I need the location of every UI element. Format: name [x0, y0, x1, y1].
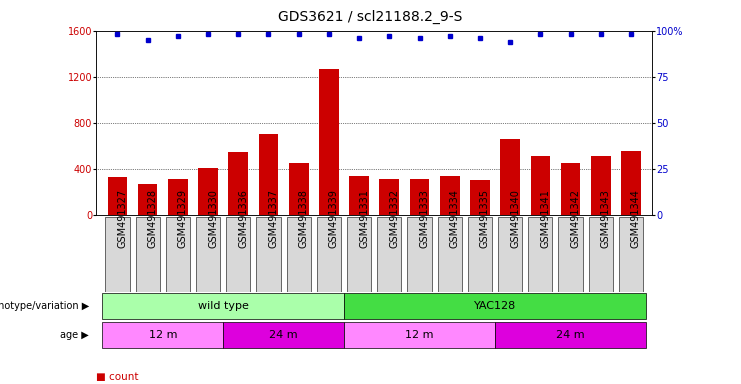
- Text: GSM491327: GSM491327: [118, 189, 127, 248]
- Text: GSM491333: GSM491333: [419, 189, 430, 248]
- Bar: [138, 184, 158, 215]
- Bar: [531, 156, 550, 215]
- FancyBboxPatch shape: [408, 217, 431, 292]
- Text: age ▶: age ▶: [60, 330, 89, 340]
- Text: 24 m: 24 m: [269, 330, 298, 340]
- FancyBboxPatch shape: [468, 217, 492, 292]
- Text: GSM491337: GSM491337: [268, 189, 279, 248]
- Bar: [621, 151, 641, 215]
- Text: GDS3621 / scl21188.2_9-S: GDS3621 / scl21188.2_9-S: [279, 10, 462, 24]
- FancyBboxPatch shape: [317, 217, 341, 292]
- FancyBboxPatch shape: [619, 217, 643, 292]
- FancyBboxPatch shape: [588, 217, 613, 292]
- Bar: [495, 322, 646, 348]
- Text: GSM491336: GSM491336: [239, 189, 248, 248]
- Text: GSM491341: GSM491341: [540, 189, 551, 248]
- Text: ■ count: ■ count: [96, 372, 139, 382]
- Bar: [344, 293, 646, 319]
- Text: GSM491344: GSM491344: [631, 189, 641, 248]
- Text: YAC128: YAC128: [474, 301, 516, 311]
- Bar: [344, 322, 495, 348]
- Bar: [228, 152, 248, 215]
- Bar: [561, 163, 580, 215]
- Text: GSM491338: GSM491338: [299, 189, 309, 248]
- FancyBboxPatch shape: [105, 217, 130, 292]
- Bar: [223, 322, 344, 348]
- Bar: [259, 134, 279, 215]
- FancyBboxPatch shape: [226, 217, 250, 292]
- FancyBboxPatch shape: [287, 217, 310, 292]
- FancyBboxPatch shape: [438, 217, 462, 292]
- Text: GSM491339: GSM491339: [329, 189, 339, 248]
- Bar: [107, 177, 127, 215]
- Text: wild type: wild type: [198, 301, 249, 311]
- Bar: [289, 163, 308, 215]
- FancyBboxPatch shape: [136, 217, 160, 292]
- Text: GSM491342: GSM491342: [571, 189, 580, 248]
- Bar: [199, 168, 218, 215]
- FancyBboxPatch shape: [347, 217, 371, 292]
- FancyBboxPatch shape: [196, 217, 220, 292]
- Text: GSM491343: GSM491343: [601, 189, 611, 248]
- Text: GSM491330: GSM491330: [208, 189, 218, 248]
- Text: GSM491335: GSM491335: [480, 189, 490, 248]
- Text: 12 m: 12 m: [405, 330, 433, 340]
- FancyBboxPatch shape: [256, 217, 281, 292]
- Bar: [470, 180, 490, 215]
- Bar: [591, 156, 611, 215]
- Text: GSM491334: GSM491334: [450, 189, 459, 248]
- FancyBboxPatch shape: [559, 217, 582, 292]
- Text: 24 m: 24 m: [556, 330, 585, 340]
- Bar: [102, 322, 223, 348]
- Bar: [440, 176, 459, 215]
- Bar: [102, 293, 344, 319]
- FancyBboxPatch shape: [377, 217, 402, 292]
- Bar: [500, 139, 520, 215]
- Text: GSM491332: GSM491332: [389, 189, 399, 248]
- Text: GSM491328: GSM491328: [147, 189, 158, 248]
- Bar: [168, 179, 187, 215]
- Text: genotype/variation ▶: genotype/variation ▶: [0, 301, 89, 311]
- Bar: [410, 179, 429, 215]
- Text: GSM491331: GSM491331: [359, 189, 369, 248]
- Bar: [319, 69, 339, 215]
- Bar: [349, 176, 369, 215]
- FancyBboxPatch shape: [498, 217, 522, 292]
- Bar: [379, 179, 399, 215]
- Text: GSM491340: GSM491340: [510, 189, 520, 248]
- Text: 12 m: 12 m: [148, 330, 177, 340]
- FancyBboxPatch shape: [528, 217, 552, 292]
- Text: GSM491329: GSM491329: [178, 189, 188, 248]
- FancyBboxPatch shape: [166, 217, 190, 292]
